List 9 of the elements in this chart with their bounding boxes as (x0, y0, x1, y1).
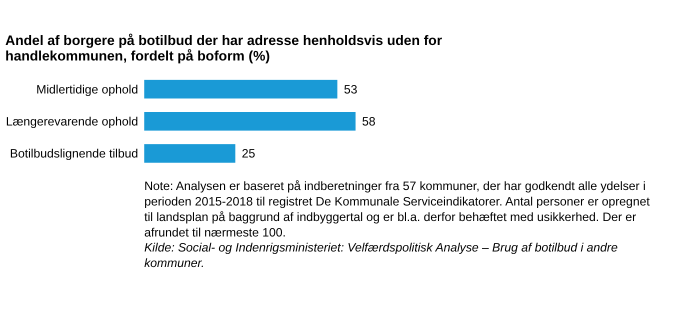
text: Kilde: Social- og Indenrigsministeriet: Velfærdspolitisk Analyse – Brug af botilbud i andre kommuner. (144, 240, 618, 270)
chart-title: Andel af borgere på botilbud der har adresse henholdsvis uden for handlekommunen, fordelt på boform (%) (5, 33, 443, 64)
data-label: 58 (362, 114, 376, 128)
y-tick-label: Midlertidige ophold (36, 82, 138, 96)
data-label: 25 (242, 146, 256, 160)
text: Note: Analysen er baseret på indberetninger fra 57 kommuner, der har godkendt alle ydelser i perioden 2015-2018 til registret De Kommunale Serviceindikatorer. Antal personer er opregnet til landsplan på baggrund af indbyggertal og er bl.a. derfor behæftet med usikkerhed. Der er afrundet til nærmeste 100. (144, 179, 650, 240)
data-label: 53 (344, 82, 358, 96)
y-tick-label: Længerevarende ophold (6, 114, 138, 128)
y-tick-label: Botilbudslignende tilbud (10, 146, 138, 160)
